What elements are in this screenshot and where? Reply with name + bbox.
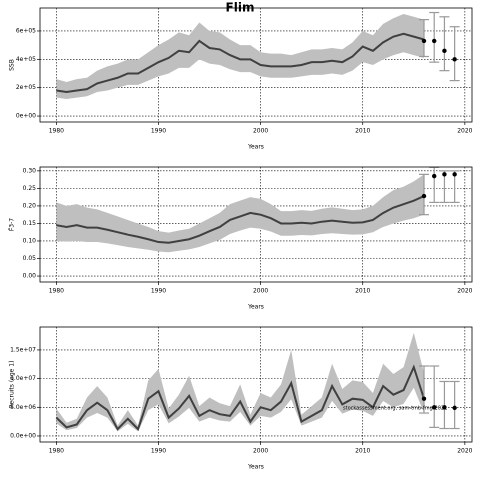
x-tick-label: 1990 [151,128,166,135]
y-tick-label: 0.00 [23,273,37,280]
x-tick-label: 2010 [355,448,370,455]
plot-frame [39,326,473,443]
plot-frame [39,166,473,283]
y-tick-label: 4e+05 [16,56,36,63]
x-tick-label: 2020 [457,288,472,295]
x-tick-label: 2020 [457,448,472,455]
y-axis-label: SSB [9,59,16,71]
x-tick-label: 2020 [457,128,472,135]
x-tick-label: 2000 [253,448,268,455]
y-tick-label: 5.0e+06 [10,404,36,411]
forecast-point [421,396,427,401]
plot-frame [39,7,473,123]
forecast-point [421,193,427,199]
x-tick-label: 2010 [355,288,370,295]
forecast-point [452,405,457,411]
y-tick-label: 2e+05 [16,84,36,91]
confidence-band [56,174,425,253]
estimate-line [55,364,425,431]
x-tick-label: 1990 [151,448,166,455]
forecast-point [421,38,427,44]
y-tick-label: 0.05 [23,255,37,262]
x-tick-label: 2010 [355,128,370,135]
x-axis-label: Years [247,144,264,151]
x-tick-label: 2000 [253,288,268,295]
y-tick-label: 0.25 [23,185,37,192]
x-tick-label: 1990 [151,288,166,295]
confidence-band [56,13,425,100]
estimate-line [56,195,425,244]
y-tick-label: 0.10 [23,237,37,244]
y-tick-label: 0e+00 [16,113,36,120]
forecast-point [432,173,437,179]
y-tick-label: 0.30 [23,167,37,174]
forecast-point [432,38,437,44]
forecast-point [452,57,457,62]
forecast-point [432,405,437,410]
y-tick-label: 0.20 [23,202,37,209]
forecast-point [442,405,447,410]
y-tick-label: 0.15 [23,220,37,227]
forecast-point [452,172,457,177]
x-tick-label: 2000 [253,128,268,135]
y-tick-label: 1.0e+07 [10,375,36,382]
y-tick-label: 1.5e+07 [10,346,36,353]
y-tick-label: 0.0e+00 [10,432,36,439]
y-axis-label: F̄3-7 [8,218,15,231]
figure-title: Flim [226,1,255,15]
forecast-point [442,48,447,54]
x-tick-label: 1980 [49,448,64,455]
y-tick-label: 6e+05 [16,27,36,34]
y-axis-label: Recruits (age 1) [9,361,16,409]
x-tick-label: 1980 [49,288,64,295]
estimate-line [56,32,425,93]
x-axis-label: Years [247,464,264,471]
forecast-point [442,172,447,177]
x-tick-label: 1980 [49,128,64,135]
confidence-band [56,332,425,432]
annotation: stockassessment.org, sam-tmb-fmg-2021 [343,406,447,412]
x-axis-label: Years [247,304,264,311]
